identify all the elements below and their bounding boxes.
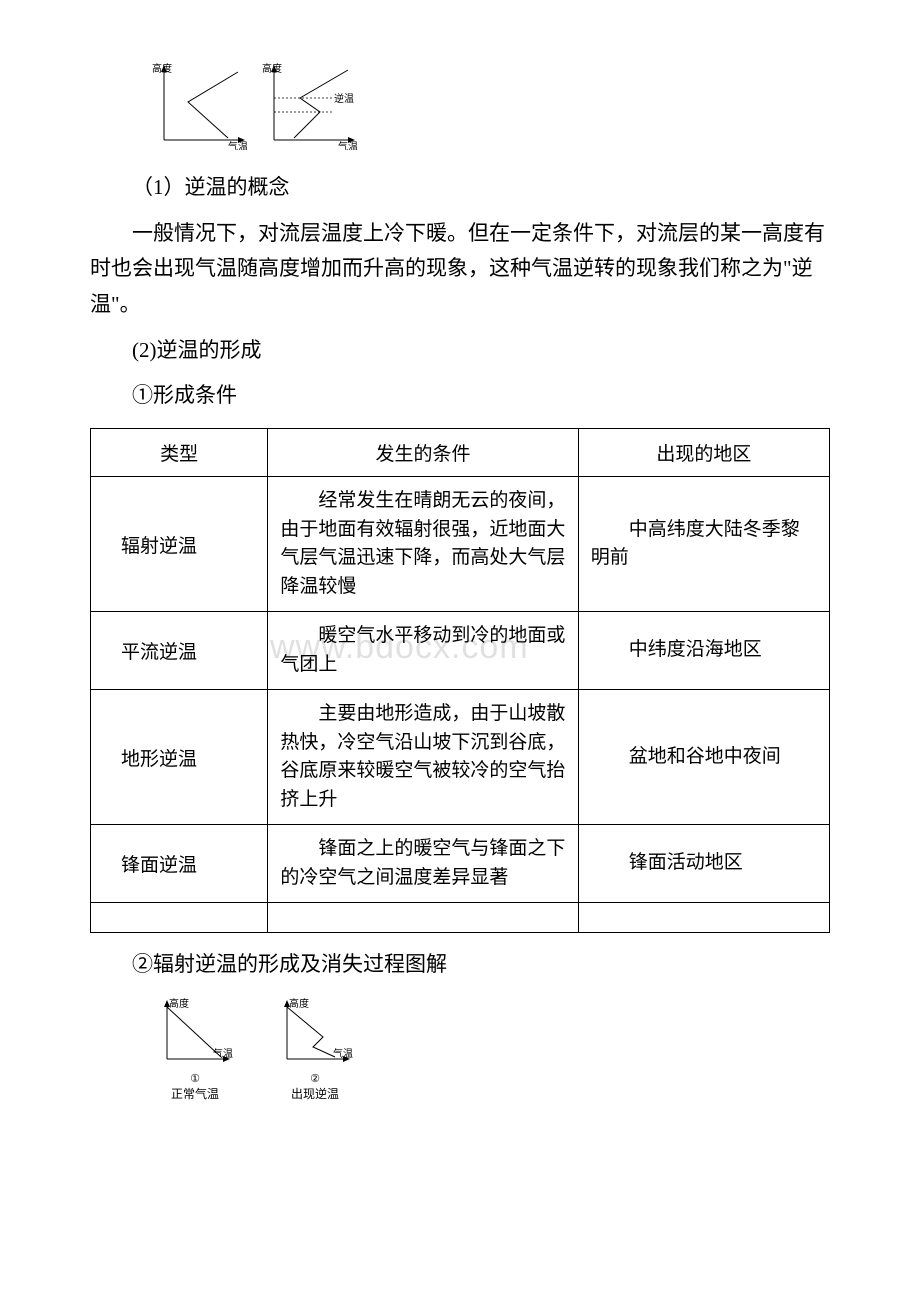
chart-caption: 出现逆温 <box>270 1087 360 1103</box>
bottom-chart-row: 高度 气温 ① 正常气温 高度 气温 ② 出现逆温 <box>150 997 830 1103</box>
inversion-label: 逆温 <box>334 92 354 105</box>
chart-caption: 正常气温 <box>150 1087 240 1103</box>
y-axis-label: 高度 <box>152 62 172 75</box>
section3-heading: ②辐射逆温的形成及消失过程图解 <box>90 947 830 983</box>
cell-type: 锋面逆温 <box>91 825 268 903</box>
cell-area: 中纬度沿海地区 <box>578 612 829 690</box>
cell-type: 平流逆温 <box>91 612 268 690</box>
col-header-type: 类型 <box>91 429 268 477</box>
section2-sub1: ①形成条件 <box>90 378 830 414</box>
table-row: 锋面逆温 锋面之上的暖空气与锋面之下的冷空气之间温度差异显著 锋面活动地区 <box>91 825 830 903</box>
section1-heading: （1）逆温的概念 <box>90 170 830 206</box>
x-axis-label: 气温 <box>228 140 248 150</box>
empty-cell <box>91 903 268 933</box>
x-axis-label: 气温 <box>213 1047 233 1060</box>
chart-normal-profile: 高度 气温 <box>150 60 250 150</box>
cell-condition: 暖空气水平移动到冷的地面或气团上 <box>268 612 578 690</box>
y-axis-label: 高度 <box>262 62 282 75</box>
cell-condition: 经常发生在晴朗无云的夜间，由于地面有效辐射很强，近地面大气层气温迅速下降，而高处… <box>268 477 578 612</box>
inversion-types-table: 类型 发生的条件 出现的地区 辐射逆温 经常发生在晴朗无云的夜间，由于地面有效辐… <box>90 428 830 933</box>
cell-area: 盆地和谷地中夜间 <box>578 690 829 825</box>
table-wrapper: 类型 发生的条件 出现的地区 辐射逆温 经常发生在晴朗无云的夜间，由于地面有效辐… <box>90 428 830 933</box>
cell-area: 锋面活动地区 <box>578 825 829 903</box>
empty-cell <box>268 903 578 933</box>
chart-inversion-profile: 高度 气温 逆温 <box>260 60 360 150</box>
chart-inversion-appear: 高度 气温 ② 出现逆温 <box>270 997 360 1103</box>
cell-type: 辐射逆温 <box>91 477 268 612</box>
x-axis-label: 气温 <box>333 1047 353 1060</box>
chart-normal-temp: 高度 气温 ① 正常气温 <box>150 997 240 1103</box>
empty-cell <box>578 903 829 933</box>
cell-condition: 锋面之上的暖空气与锋面之下的冷空气之间温度差异显著 <box>268 825 578 903</box>
cell-area: 中高纬度大陆冬季黎明前 <box>578 477 829 612</box>
table-row: 平流逆温 暖空气水平移动到冷的地面或气团上 中纬度沿海地区 <box>91 612 830 690</box>
x-axis-label: 气温 <box>338 140 358 150</box>
section2-heading: (2)逆温的形成 <box>90 333 830 369</box>
section1-body: 一般情况下，对流层温度上冷下暖。但在一定条件下，对流层的某一高度有时也会出现气温… <box>90 216 830 323</box>
cell-type: 地形逆温 <box>91 690 268 825</box>
table-header-row: 类型 发生的条件 出现的地区 <box>91 429 830 477</box>
chart-number: ② <box>270 1072 360 1085</box>
col-header-area: 出现的地区 <box>578 429 829 477</box>
table-row: 地形逆温 主要由地形造成，由于山坡散热快，冷空气沿山坡下沉到谷底，谷底原来较暖空… <box>91 690 830 825</box>
y-axis-label: 高度 <box>289 997 309 1010</box>
top-chart-row: 高度 气温 高度 气温 逆温 <box>150 60 830 150</box>
table-row: 辐射逆温 经常发生在晴朗无云的夜间，由于地面有效辐射很强，近地面大气层气温迅速下… <box>91 477 830 612</box>
table-empty-row <box>91 903 830 933</box>
chart-number: ① <box>150 1072 240 1085</box>
cell-condition: 主要由地形造成，由于山坡散热快，冷空气沿山坡下沉到谷底，谷底原来较暖空气被较冷的… <box>268 690 578 825</box>
col-header-condition: 发生的条件 <box>268 429 578 477</box>
document-page: 高度 气温 高度 气温 逆温 （1）逆温的概念 一般情况下，对流层温度上冷下暖。… <box>0 0 920 1162</box>
y-axis-label: 高度 <box>169 997 189 1010</box>
